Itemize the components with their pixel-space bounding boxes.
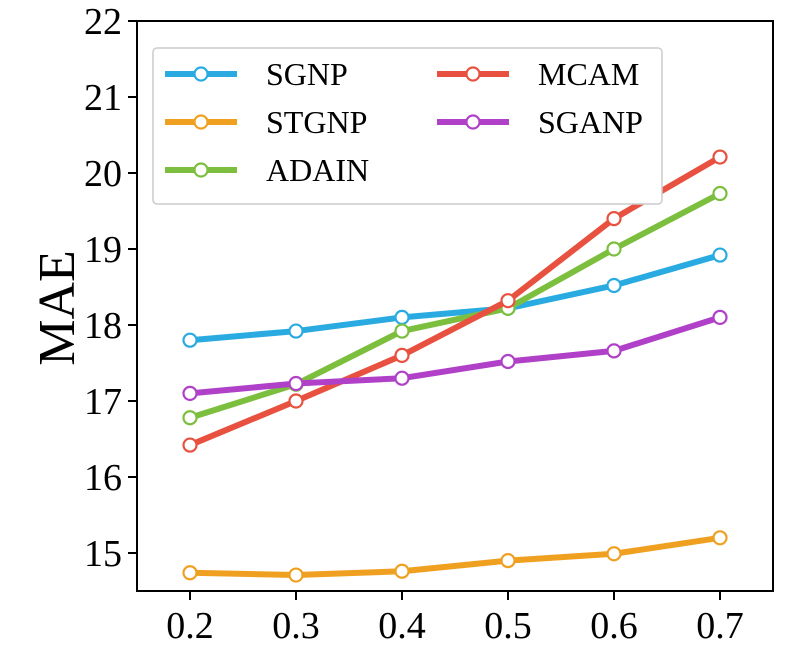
legend-item-sganp: SGANP (437, 104, 643, 140)
data-point-sganp (606, 343, 622, 359)
data-point-mcam (500, 293, 516, 309)
data-point-adain (712, 185, 728, 202)
data-point-sganp (182, 385, 198, 401)
data-point-sgnp (182, 332, 198, 348)
axes: 0.2 0.3 0.4 0.5 0.6 0.7 15 16 17 18 19 20 21 22 (84, 1, 744, 647)
series-line-sganp (187, 314, 723, 397)
legend-swatch-marker (193, 114, 209, 130)
y-axis-label: MAE (29, 250, 86, 366)
legend-frame (152, 47, 663, 205)
series-sgnp (182, 247, 728, 348)
y-tick-label: 19 (84, 229, 122, 271)
series-line-stgnp (187, 534, 723, 579)
series-mcam (182, 149, 728, 453)
data-point-adain (182, 410, 198, 426)
data-point-sgnp (288, 323, 304, 339)
y-tick-label: 20 (84, 153, 122, 195)
data-point-sganp (288, 375, 304, 392)
x-tick-label: 0.2 (166, 605, 214, 647)
series-line-mcam (187, 154, 723, 449)
data-point-stgnp (500, 552, 516, 569)
legend-item-stgnp: STGNP (165, 104, 367, 140)
legend-item-mcam: MCAM (437, 56, 639, 92)
legend: SGNP STGNP ADAIN MCAM SGANP (152, 47, 663, 205)
legend-swatch-marker (465, 114, 481, 130)
x-tick-label: 0.4 (378, 605, 426, 647)
data-point-sgnp (606, 277, 622, 294)
plot-marks (182, 149, 728, 583)
series-sganp (182, 309, 728, 401)
legend-label: SGANP (538, 104, 643, 140)
x-tick-label: 0.6 (590, 605, 638, 647)
x-tick-label: 0.7 (696, 605, 744, 647)
legend-swatch-marker (193, 66, 209, 82)
plot-frame (136, 20, 774, 592)
data-point-stgnp (712, 530, 728, 546)
legend-item-sgnp: SGNP (165, 56, 348, 92)
legend-label: STGNP (266, 104, 367, 140)
data-point-mcam (288, 393, 304, 409)
data-point-sgnp (712, 247, 728, 263)
legend-label: SGNP (266, 56, 348, 92)
y-tick-label: 15 (84, 533, 122, 575)
data-point-mcam (182, 437, 198, 453)
data-point-sganp (712, 309, 728, 325)
legend-swatch-marker (465, 66, 481, 82)
data-point-adain (606, 241, 622, 257)
series-line-sgnp (187, 252, 723, 344)
y-tick-label: 22 (84, 1, 122, 43)
legend-label: MCAM (538, 56, 639, 92)
y-tick-label: 17 (84, 381, 122, 423)
y-tick-label: 16 (84, 457, 122, 499)
y-tick-label: 18 (84, 305, 122, 347)
y-tick-label: 21 (84, 77, 122, 119)
data-point-mcam (606, 211, 622, 227)
data-point-stgnp (182, 565, 198, 581)
data-point-stgnp (394, 563, 410, 579)
data-point-sganp (500, 353, 516, 370)
data-point-stgnp (288, 567, 304, 583)
series-stgnp (182, 530, 728, 583)
series-adain (182, 185, 728, 426)
data-point-stgnp (606, 546, 622, 562)
data-point-mcam (394, 347, 410, 363)
x-tick-label: 0.5 (484, 605, 532, 647)
data-point-sganp (394, 370, 410, 386)
legend-item-adain: ADAIN (165, 152, 369, 188)
legend-swatch-marker (193, 162, 209, 178)
data-point-mcam (712, 149, 728, 165)
legend-label: ADAIN (266, 152, 369, 188)
series-line-adain (187, 190, 723, 421)
data-point-sgnp (394, 309, 410, 325)
x-tick-label: 0.3 (272, 605, 320, 647)
data-point-adain (394, 323, 410, 339)
